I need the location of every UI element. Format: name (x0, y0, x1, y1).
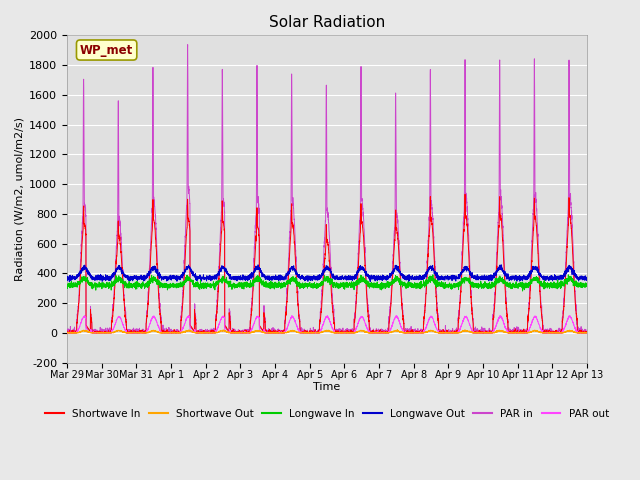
Text: WP_met: WP_met (80, 44, 133, 57)
Legend: Shortwave In, Shortwave Out, Longwave In, Longwave Out, PAR in, PAR out: Shortwave In, Shortwave Out, Longwave In… (41, 405, 613, 423)
Y-axis label: Radiation (W/m2, umol/m2/s): Radiation (W/m2, umol/m2/s) (15, 117, 25, 281)
Title: Solar Radiation: Solar Radiation (269, 15, 385, 30)
X-axis label: Time: Time (314, 382, 340, 392)
